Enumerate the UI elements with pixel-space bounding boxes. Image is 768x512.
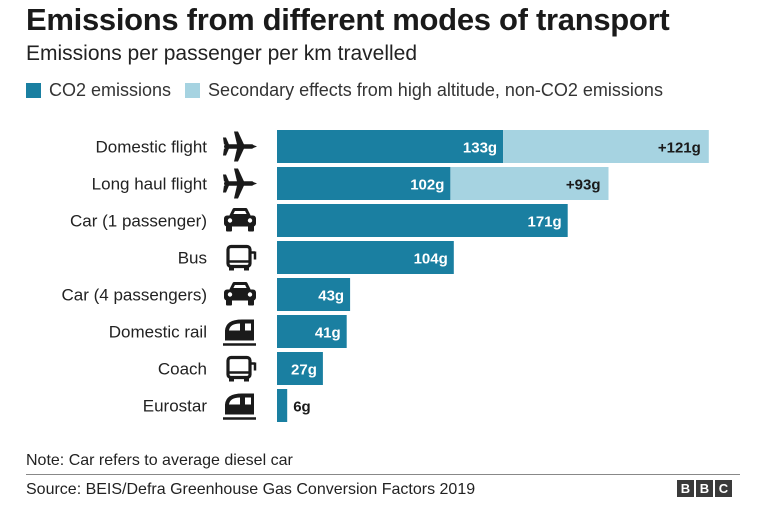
footer-divider <box>26 474 740 475</box>
legend-item-co2: CO2 emissions <box>26 80 171 101</box>
train-icon <box>223 394 256 419</box>
chart-note: Note: Car refers to average diesel car <box>26 452 293 470</box>
legend-label-non-co2: Secondary effects from high altitude, no… <box>208 80 663 101</box>
bar-label-co2: 102g <box>410 177 444 194</box>
bar-label-co2: 133g <box>463 140 497 157</box>
train-icon <box>223 320 256 345</box>
category-label: Coach <box>158 360 207 379</box>
bar-label-co2: 104g <box>414 251 448 268</box>
bar-co2 <box>277 389 287 422</box>
legend-item-non-co2: Secondary effects from high altitude, no… <box>185 80 663 101</box>
bar-co2 <box>277 204 568 237</box>
category-label: Car (1 passenger) <box>70 212 207 231</box>
plane-icon <box>223 169 257 199</box>
chart-source: Source: BEIS/Defra Greenhouse Gas Conver… <box>26 481 475 499</box>
bar-chart: Domestic flight +121g 133g Long haul flight… <box>0 118 768 426</box>
car-icon <box>224 284 256 306</box>
category-label: Domestic flight <box>96 138 208 157</box>
bbc-logo-letter: B <box>696 480 713 497</box>
category-label: Long haul flight <box>92 175 208 194</box>
bbc-logo-letter: C <box>715 480 732 497</box>
bus-icon <box>228 358 255 382</box>
bbc-logo-letter: B <box>677 480 694 497</box>
bar-label-non-co2: +121g <box>658 140 701 157</box>
legend-label-co2: CO2 emissions <box>49 80 171 101</box>
bus-icon <box>228 247 255 271</box>
legend: CO2 emissions Secondary effects from hig… <box>26 80 677 101</box>
bar-label-co2: 171g <box>527 214 561 231</box>
bar-label-co2: 41g <box>315 325 341 342</box>
category-label: Eurostar <box>143 397 208 416</box>
bar-label-co2: 43g <box>318 288 344 305</box>
category-label: Bus <box>178 249 207 268</box>
chart-subtitle: Emissions per passenger per km travelled <box>26 42 417 66</box>
chart-title: Emissions from different modes of transp… <box>26 2 669 38</box>
bar-label-co2: 27g <box>291 362 317 379</box>
category-label: Car (4 passengers) <box>61 286 207 305</box>
plane-icon <box>223 132 257 162</box>
bar-label-non-co2: +93g <box>566 177 601 194</box>
category-label: Domestic rail <box>109 323 207 342</box>
legend-swatch-non-co2 <box>185 83 200 98</box>
bbc-logo: B B C <box>677 480 732 497</box>
car-icon <box>224 210 256 232</box>
legend-swatch-co2 <box>26 83 41 98</box>
bar-label-co2: 6g <box>293 399 311 416</box>
